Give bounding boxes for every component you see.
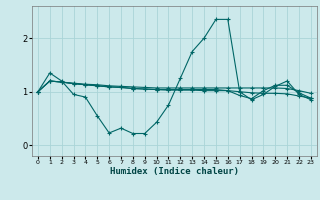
X-axis label: Humidex (Indice chaleur): Humidex (Indice chaleur) bbox=[110, 167, 239, 176]
